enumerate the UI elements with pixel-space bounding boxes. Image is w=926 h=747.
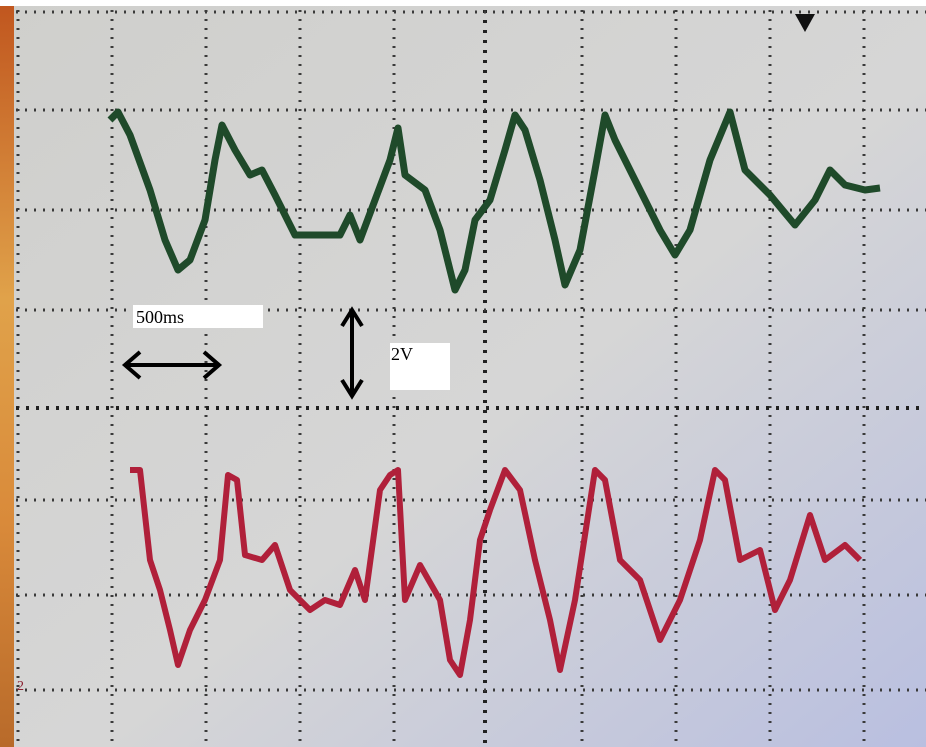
top-edge (0, 0, 926, 6)
voltage-scale-label: 2V (391, 344, 413, 364)
bezel-edge (0, 0, 14, 747)
oscilloscope-photo: 500ms 2V 2 (0, 0, 926, 747)
screen (0, 0, 926, 747)
time-scale-label: 500ms (136, 307, 184, 327)
channel-marker: 2 (17, 679, 24, 694)
